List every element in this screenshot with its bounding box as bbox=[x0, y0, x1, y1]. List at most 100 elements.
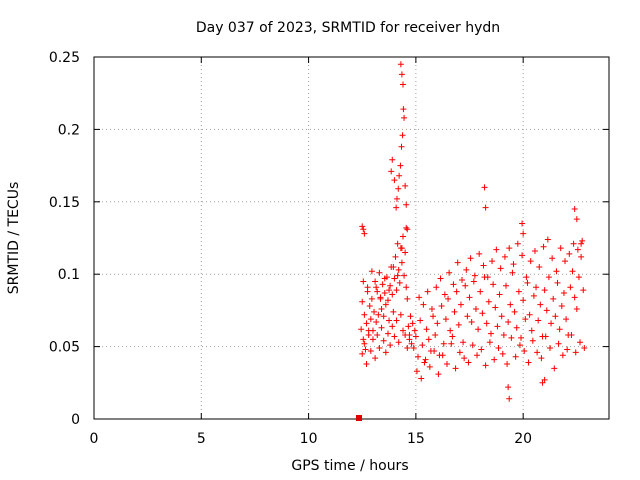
data-point bbox=[395, 266, 402, 273]
data-point bbox=[388, 168, 395, 175]
x-axis-label: GPS time / hours bbox=[291, 458, 408, 474]
data-point bbox=[430, 313, 437, 320]
data-point bbox=[371, 308, 378, 315]
data-point bbox=[443, 360, 450, 367]
data-point bbox=[358, 326, 365, 333]
data-point bbox=[491, 356, 498, 363]
data-point bbox=[479, 310, 486, 317]
data-point bbox=[396, 172, 403, 179]
data-point bbox=[382, 349, 389, 356]
data-point bbox=[536, 263, 543, 270]
data-point bbox=[474, 352, 481, 359]
data-point bbox=[378, 324, 385, 331]
data-point bbox=[403, 284, 410, 291]
y-tick-label: 0.1 bbox=[58, 267, 80, 283]
data-point bbox=[578, 253, 585, 260]
data-point bbox=[433, 284, 440, 291]
y-tick-label: 0.25 bbox=[49, 50, 80, 66]
data-point bbox=[515, 288, 522, 295]
data-point bbox=[377, 295, 384, 302]
data-point bbox=[518, 334, 525, 341]
data-point bbox=[382, 301, 389, 308]
data-point bbox=[501, 253, 508, 260]
data-point bbox=[567, 284, 574, 291]
data-point bbox=[552, 313, 559, 320]
data-point bbox=[359, 298, 366, 305]
data-point bbox=[380, 313, 387, 320]
data-point bbox=[466, 294, 473, 301]
data-point bbox=[452, 365, 459, 372]
data-point bbox=[413, 368, 420, 375]
y-tick-label: 0.05 bbox=[49, 340, 80, 356]
data-point bbox=[407, 313, 414, 320]
data-point bbox=[485, 298, 492, 305]
data-point bbox=[368, 295, 375, 302]
data-point bbox=[459, 276, 466, 283]
data-point bbox=[519, 220, 526, 227]
data-point bbox=[495, 345, 502, 352]
data-point bbox=[505, 318, 512, 325]
data-point bbox=[528, 327, 535, 334]
data-point bbox=[387, 342, 394, 349]
data-point bbox=[361, 311, 368, 318]
data-point bbox=[493, 246, 500, 253]
data-point bbox=[381, 275, 388, 282]
data-point bbox=[554, 279, 561, 286]
data-point bbox=[510, 261, 517, 268]
data-point bbox=[379, 281, 386, 288]
data-point bbox=[424, 288, 431, 295]
x-tick-label: 20 bbox=[514, 431, 532, 447]
data-point bbox=[537, 301, 544, 308]
data-point bbox=[435, 371, 442, 378]
data-point bbox=[557, 245, 564, 252]
data-point bbox=[445, 295, 452, 302]
data-point bbox=[533, 284, 540, 291]
data-point bbox=[394, 272, 401, 279]
data-point bbox=[363, 360, 370, 367]
data-point bbox=[529, 337, 536, 344]
data-point bbox=[456, 349, 463, 356]
data-point bbox=[428, 305, 435, 312]
data-point bbox=[573, 216, 580, 223]
y-tick-label: 0.15 bbox=[49, 195, 80, 211]
data-point bbox=[520, 230, 527, 237]
data-point bbox=[396, 279, 403, 286]
data-point bbox=[365, 327, 372, 334]
y-tick-label: 0 bbox=[71, 412, 80, 428]
data-point bbox=[408, 340, 415, 347]
data-point bbox=[566, 250, 573, 257]
data-point bbox=[359, 223, 366, 230]
data-point bbox=[374, 332, 381, 339]
grid bbox=[94, 57, 609, 419]
x-tick-label: 5 bbox=[197, 431, 206, 447]
data-point bbox=[569, 268, 576, 275]
data-point bbox=[499, 350, 506, 357]
data-point bbox=[551, 365, 558, 372]
data-point bbox=[404, 295, 411, 302]
data-point bbox=[471, 272, 478, 279]
data-point bbox=[395, 185, 402, 192]
data-point bbox=[387, 282, 394, 289]
data-point bbox=[465, 359, 472, 366]
data-point bbox=[577, 339, 584, 346]
data-point bbox=[398, 259, 405, 266]
data-point bbox=[397, 61, 404, 68]
data-point bbox=[402, 332, 409, 339]
data-point bbox=[472, 305, 479, 312]
data-point bbox=[403, 224, 410, 231]
data-point bbox=[540, 243, 547, 250]
data-point bbox=[469, 342, 476, 349]
data-point bbox=[406, 336, 413, 343]
data-point bbox=[543, 307, 550, 314]
data-point bbox=[447, 327, 454, 334]
data-point bbox=[442, 316, 449, 323]
data-point bbox=[375, 311, 382, 318]
data-point bbox=[555, 340, 562, 347]
data-point bbox=[369, 336, 376, 343]
data-point bbox=[404, 226, 411, 233]
data-point bbox=[432, 332, 439, 339]
x-axis-marker bbox=[356, 415, 362, 421]
data-point bbox=[549, 255, 556, 262]
data-point bbox=[572, 349, 579, 356]
